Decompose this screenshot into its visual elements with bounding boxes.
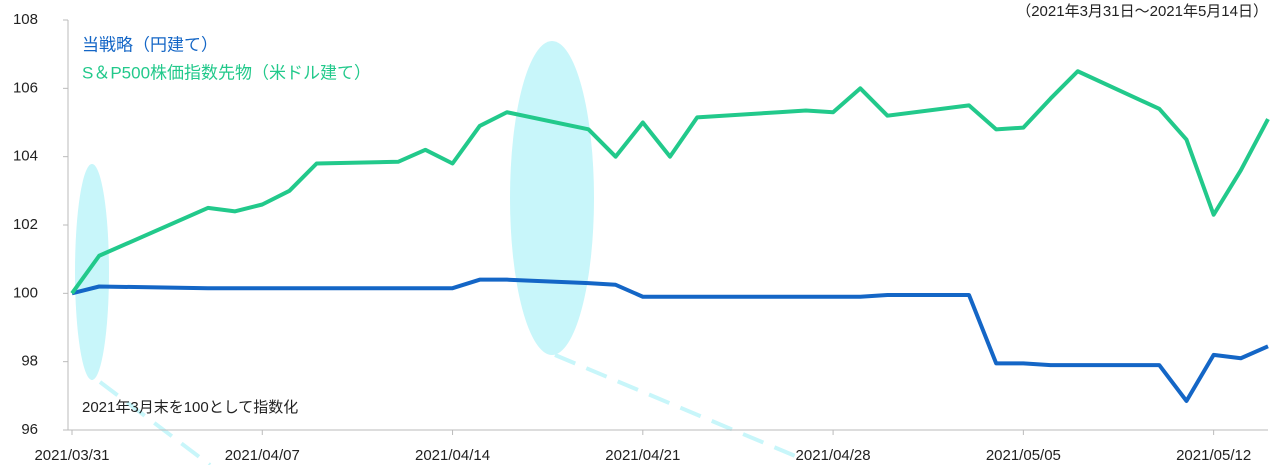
y-tick-label: 100: [13, 284, 38, 301]
y-tick-label: 102: [13, 216, 38, 233]
series-line: [70, 69, 1270, 295]
x-tick-label: 2021/04/14: [415, 447, 490, 464]
x-tick-label: 2021/03/31: [34, 447, 109, 464]
y-tick-label: 106: [13, 79, 38, 96]
highlight-ellipse: [510, 41, 594, 355]
y-tick-label: 98: [21, 353, 38, 370]
y-tick-label: 108: [13, 11, 38, 28]
x-tick-label: 2021/05/05: [986, 447, 1061, 464]
legend-label: 当戦略（円建て）: [82, 35, 218, 54]
x-tick-label: 2021/05/12: [1176, 447, 1251, 464]
legend-label: S＆P500株価指数先物（米ドル建て）: [82, 63, 371, 82]
series-line: [71, 277, 1269, 403]
y-tick-label: 96: [21, 421, 38, 438]
dashed-connector: [98, 380, 212, 465]
y-tick-label: 104: [13, 148, 38, 165]
x-tick-label: 2021/04/21: [605, 447, 680, 464]
annotation: 2021年3月末を100として指数化: [82, 399, 298, 416]
date-range: （2021年3月31日～2021年5月14日）: [1016, 3, 1268, 20]
x-tick-label: 2021/04/07: [225, 447, 300, 464]
x-tick-label: 2021/04/28: [796, 447, 871, 464]
dashed-connector: [554, 353, 801, 460]
highlight-ellipse: [75, 164, 109, 380]
